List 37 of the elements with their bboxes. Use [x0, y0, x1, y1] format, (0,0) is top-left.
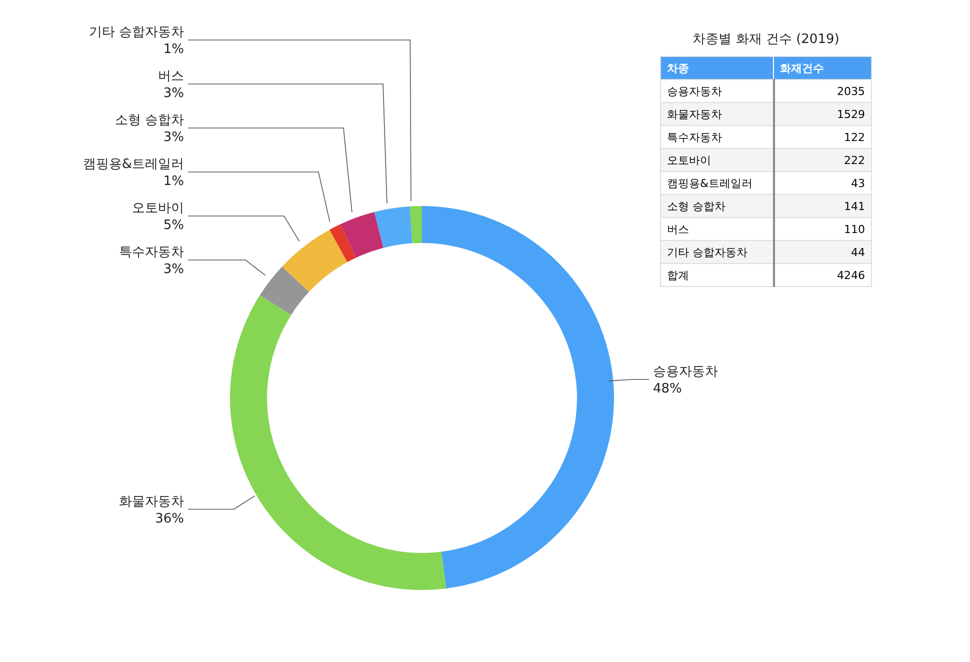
data-label: 44	[774, 240, 872, 264]
category-label: 화물자동차	[660, 102, 774, 126]
data-label: 4246	[774, 264, 872, 286]
slice-label: 특수자동차	[119, 245, 184, 260]
category-label: 오토바이	[660, 148, 774, 172]
data-label: 2035	[774, 80, 872, 102]
data-label: 222	[774, 148, 872, 172]
data-label: 43	[774, 172, 872, 194]
category-label: 소형 승합차	[660, 194, 774, 218]
slice-label: 오토바이	[132, 201, 184, 216]
slice-label: 승용자동차	[653, 364, 718, 380]
category-label: 캠핑용&트레일러	[660, 172, 774, 194]
data-label: 36%	[155, 511, 184, 526]
category-label: 특수자동차	[660, 126, 774, 148]
data-label: 5%	[163, 218, 184, 233]
slice-label: 캠핑용&트레일러	[82, 157, 184, 172]
category-label: 승용자동차	[660, 80, 774, 102]
slice-label: 버스	[158, 69, 184, 84]
data-label: 1%	[163, 42, 184, 57]
data-label: 48%	[653, 381, 682, 396]
data-label: 1529	[774, 102, 872, 126]
text: 차종	[660, 56, 774, 80]
data-label: 3%	[163, 130, 184, 145]
slice-label: 소형 승합차	[114, 113, 184, 128]
data-label: 141	[774, 194, 872, 218]
data-label: 1%	[163, 174, 184, 189]
category-label: 기타 승합자동차	[660, 240, 774, 264]
category-label: 버스	[660, 218, 774, 240]
text: 화재건수	[774, 56, 872, 80]
data-label: 3%	[163, 262, 184, 277]
text: 차종별 화재 건수 (2019)	[692, 31, 840, 48]
data-label: 3%	[163, 86, 184, 101]
slice-label: 화물자동차	[119, 494, 184, 510]
data-label: 110	[774, 218, 872, 240]
slice-label: 기타 승합자동차	[88, 25, 184, 40]
data-label: 122	[774, 126, 872, 148]
category-label: 합계	[660, 264, 774, 286]
